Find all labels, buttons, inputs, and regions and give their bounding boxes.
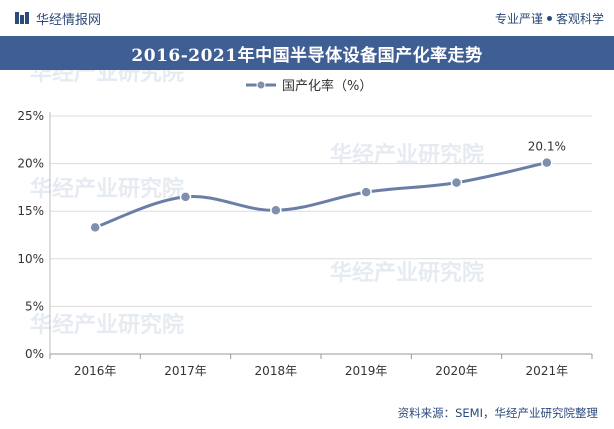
y-tick-label: 15% [17, 204, 44, 218]
tagline-left: 专业严谨 [494, 11, 543, 26]
y-tick-label: 25% [17, 109, 44, 123]
x-tick-label: 2020年 [435, 364, 478, 378]
x-tick-label: 2017年 [164, 364, 207, 378]
dot-separator-icon [546, 15, 552, 21]
source-note: 资料来源：SEMI，华经产业研究院整理 [397, 406, 598, 420]
data-point [179, 191, 192, 203]
y-tick-label: 5% [25, 299, 44, 313]
line-chart: 华经产业研究院华经产业研究院华经产业研究院华经产业研究院华经产业研究院0%5%1… [17, 70, 593, 378]
watermark-text: 华经产业研究院 [30, 176, 184, 202]
watermark-text: 华经产业研究院 [30, 312, 184, 338]
series-line [93, 161, 549, 229]
data-point [360, 186, 372, 198]
tagline-right: 客观科学 [555, 11, 604, 26]
x-tick-label: 2021年 [526, 364, 569, 378]
brand-name: 华经情报网 [36, 12, 102, 28]
y-tick-label: 10% [17, 252, 44, 266]
x-tick-label: 2019年 [345, 364, 388, 378]
brand[interactable]: 华经情报网 [14, 9, 101, 28]
x-tick-label: 2018年 [255, 364, 298, 378]
data-point [541, 156, 553, 169]
data-point [89, 221, 101, 234]
watermark-text: 华经产业研究院 [330, 260, 484, 286]
data-label: 20.1% [528, 140, 566, 154]
chart-title: 2016-2021年中国半导体设备国产化率走势 [0, 36, 614, 70]
legend-marker [256, 80, 266, 90]
watermark-text: 华经产业研究院 [30, 70, 184, 86]
top-bar: 华经情报网 专业严谨 客观科学 [0, 0, 614, 36]
y-tick-label: 20% [17, 157, 44, 171]
tagline: 专业严谨 客观科学 [495, 10, 604, 27]
data-point [270, 204, 282, 216]
x-tick-label: 2016年 [74, 364, 117, 378]
watermark-text: 华经产业研究院 [330, 142, 484, 168]
data-point [450, 176, 463, 189]
y-tick-label: 0% [25, 347, 44, 361]
brand-logo-icon [15, 12, 29, 24]
legend-label: 国产化率（%） [282, 78, 372, 94]
